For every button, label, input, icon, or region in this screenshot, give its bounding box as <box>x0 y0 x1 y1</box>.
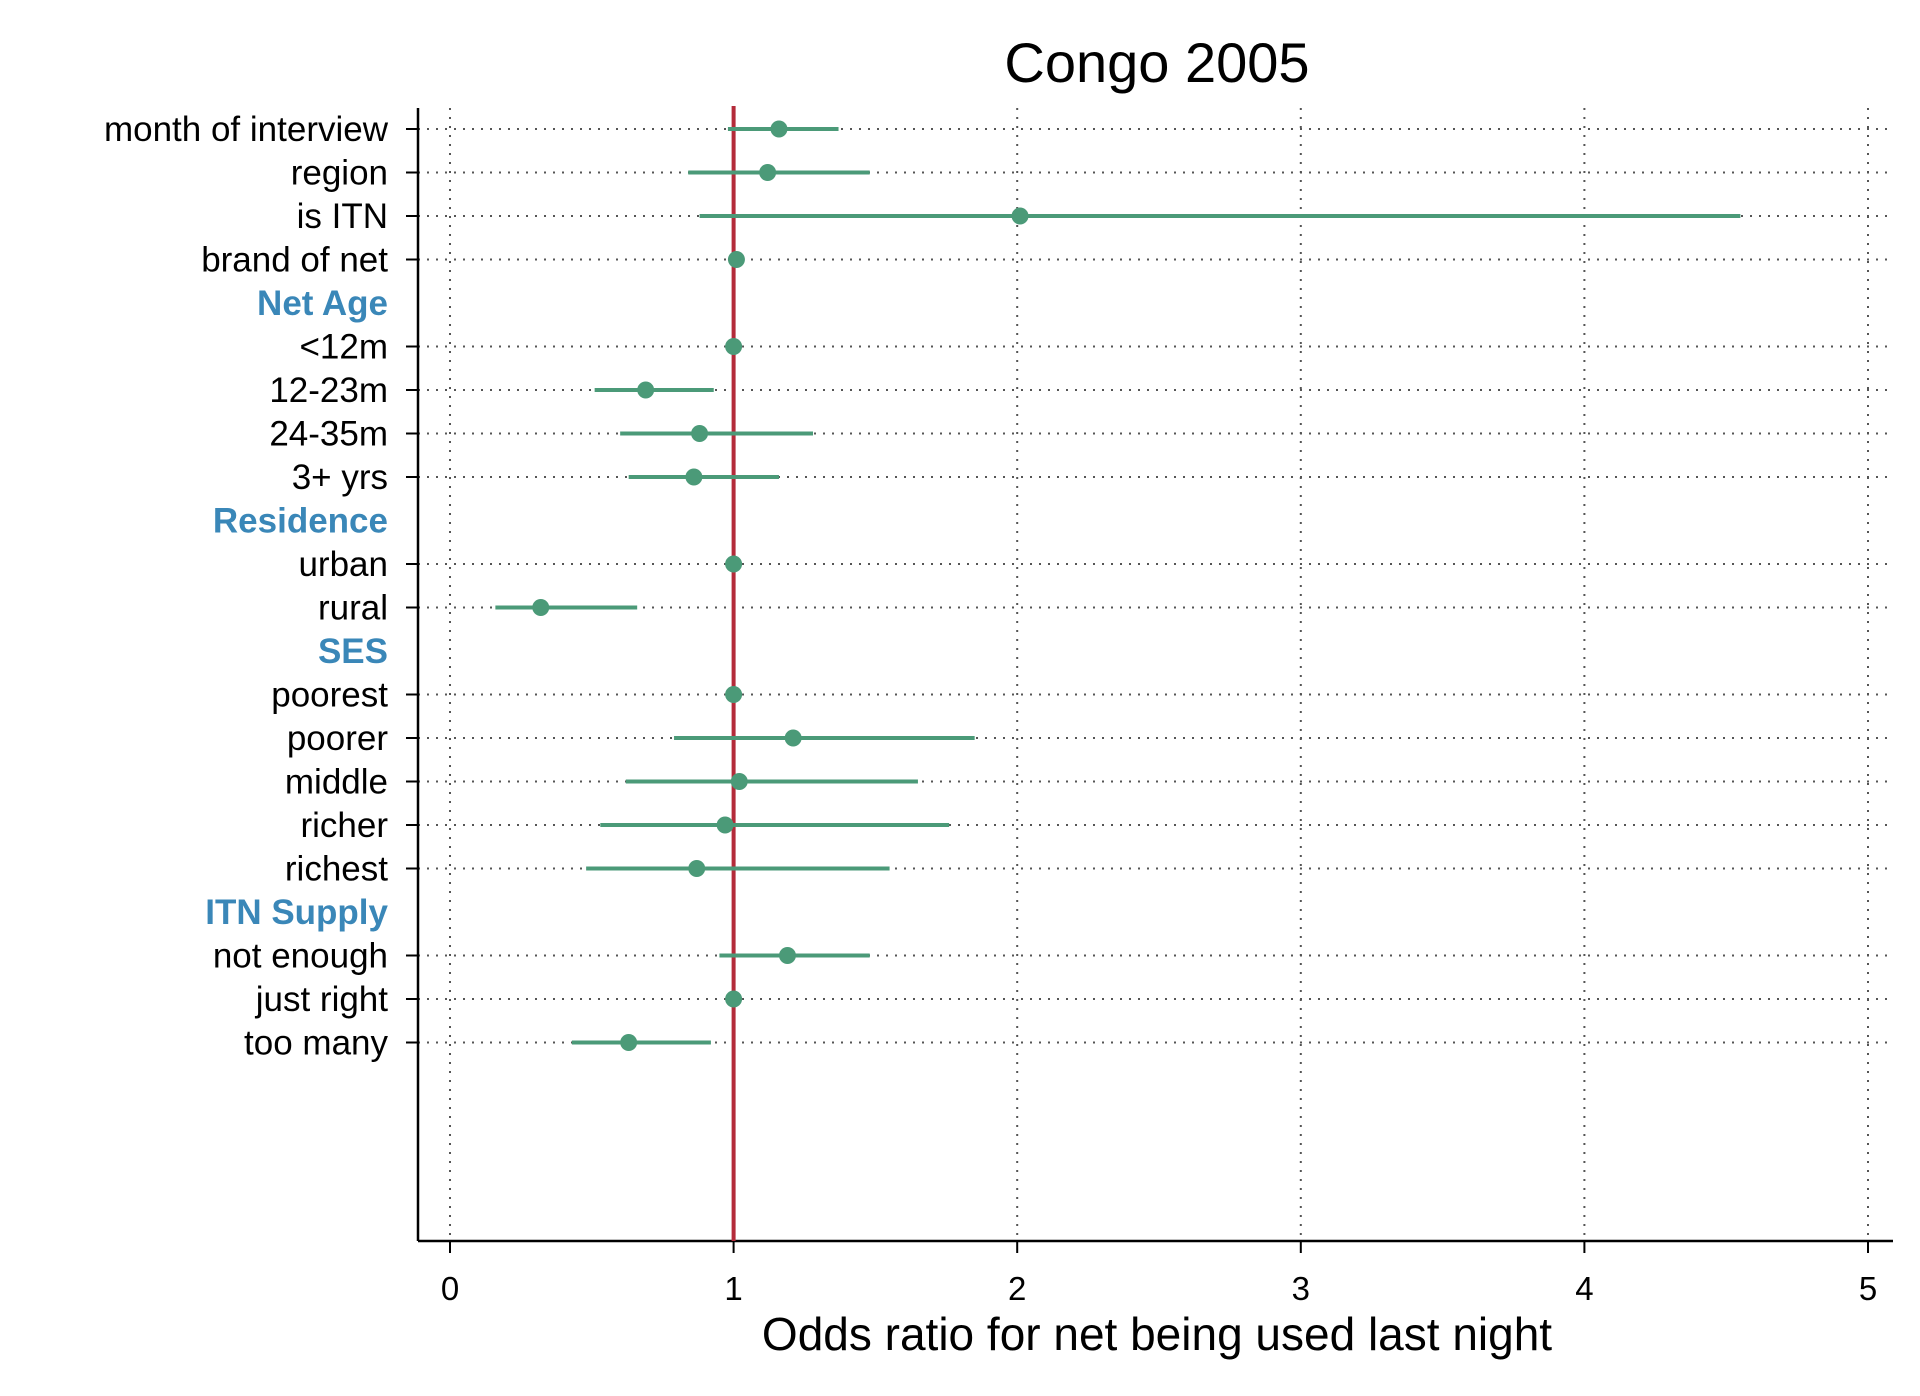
row-label-16: richer <box>300 806 388 845</box>
row-label-3: brand of net <box>201 241 388 280</box>
x-tick-label-3: 3 <box>1292 1270 1310 1307</box>
row-label-2: is ITN <box>297 197 388 236</box>
gridlines <box>418 108 1893 1235</box>
group-heading-4: Net Age <box>257 284 388 323</box>
row-label-19: not enough <box>213 937 388 976</box>
group-heading-18: ITN Supply <box>205 893 388 932</box>
x-axis-label: Odds ratio for net being used last night <box>762 1308 1552 1360</box>
row-label-11: rural <box>318 589 388 628</box>
axes <box>416 108 1893 1243</box>
point-8 <box>685 468 703 486</box>
row-labels: month of interview region is ITN brand of n… <box>104 110 389 1063</box>
point-21 <box>620 1034 638 1051</box>
point-13 <box>725 686 743 703</box>
row-label-7: 24-35m <box>269 415 388 454</box>
x-tick-label-1: 1 <box>724 1270 742 1307</box>
point-11 <box>532 599 550 616</box>
group-heading-9: Residence <box>213 502 388 541</box>
row-label-6: 12-23m <box>269 371 388 410</box>
point-2 <box>1011 207 1029 225</box>
row-label-13: poorest <box>271 676 388 715</box>
point-19 <box>778 947 796 964</box>
row-label-15: middle <box>285 763 388 802</box>
group-heading-12: SES <box>318 632 388 671</box>
point-7 <box>691 425 709 442</box>
row-label-20: just right <box>255 980 389 1019</box>
point-1 <box>759 164 777 181</box>
data-marks <box>495 120 1741 1051</box>
row-label-21: too many <box>244 1024 388 1063</box>
point-6 <box>637 381 655 399</box>
chart-title: Congo 2005 <box>1004 31 1309 94</box>
point-16 <box>716 816 734 834</box>
point-14 <box>784 729 802 747</box>
x-tick-label-2: 2 <box>1008 1270 1026 1307</box>
row-label-0: month of interview <box>104 110 389 149</box>
row-label-8: 3+ yrs <box>292 458 388 497</box>
row-label-14: poorer <box>287 719 389 758</box>
row-label-17: richest <box>285 850 388 889</box>
point-17 <box>688 860 706 877</box>
point-10 <box>725 555 743 573</box>
point-15 <box>730 773 748 790</box>
point-5 <box>725 338 743 355</box>
row-label-10: urban <box>298 545 388 584</box>
row-label-5: <12m <box>299 328 388 367</box>
x-tick-label-0: 0 <box>441 1270 459 1307</box>
point-3 <box>727 251 745 268</box>
x-tick-label-4: 4 <box>1575 1270 1593 1307</box>
point-20 <box>725 990 743 1008</box>
point-0 <box>770 120 788 138</box>
x-tick-label-5: 5 <box>1859 1270 1877 1307</box>
row-label-1: region <box>291 154 388 193</box>
x-ticks: 0 1 2 3 4 5 <box>406 128 1877 1307</box>
